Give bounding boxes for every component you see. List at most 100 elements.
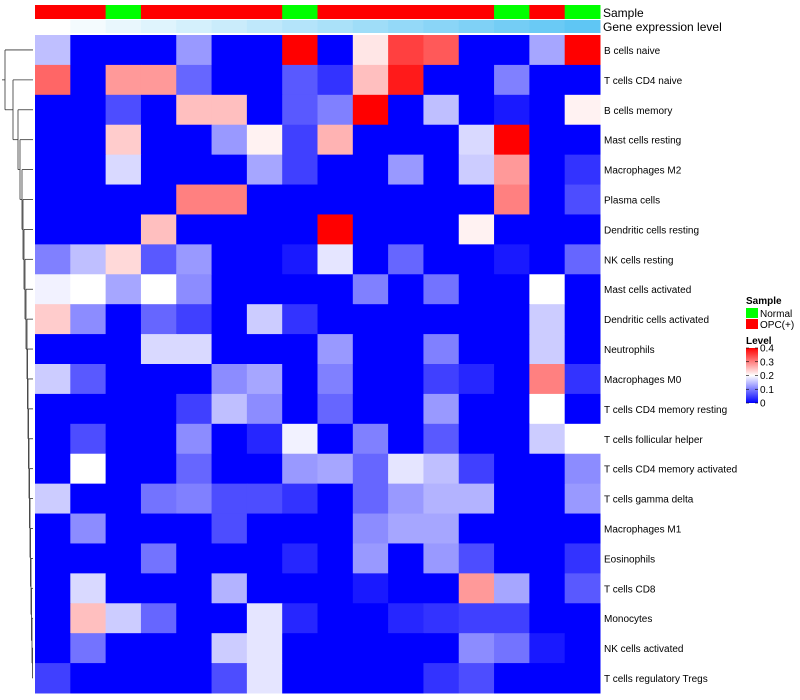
heatmap-cell — [105, 663, 142, 694]
heatmap-cell — [529, 304, 566, 335]
heatmap-cell — [494, 603, 530, 634]
heatmap-cell — [70, 364, 107, 395]
row-label: Macrophages M0 — [604, 375, 682, 386]
gene-level-cell — [423, 20, 460, 33]
heatmap-cell — [105, 154, 142, 186]
heatmap-cell — [388, 35, 424, 66]
heatmap-cell — [246, 124, 283, 156]
level-ticks: 0.4 0.3 0.2 0.1 0 — [746, 344, 774, 410]
heatmap-cell — [282, 64, 318, 96]
heatmap-cell — [282, 633, 318, 664]
heatmap-cell — [529, 543, 566, 574]
heatmap-cell — [388, 274, 424, 305]
heatmap-cell — [176, 94, 213, 126]
heatmap-cell — [211, 184, 248, 215]
row-label: T cells gamma delta — [604, 495, 694, 506]
heatmap-cell — [352, 214, 389, 245]
heatmap-cell — [529, 483, 566, 515]
heatmap-cell — [423, 124, 460, 156]
heatmap-cell — [317, 94, 354, 126]
heatmap-cell — [282, 364, 318, 395]
heatmap-cell — [564, 244, 601, 275]
sample-track-label: Sample — [603, 6, 644, 20]
heatmap-cell — [211, 513, 248, 544]
heatmap-cell — [105, 64, 142, 96]
heatmap-cell — [70, 393, 107, 425]
heatmap-cell — [105, 124, 142, 156]
heatmap-cell — [564, 124, 601, 156]
heatmap-cell — [176, 573, 213, 604]
heatmap-cell — [388, 663, 424, 694]
row-label: Neutrophils — [604, 345, 655, 356]
heatmap-cell — [70, 573, 107, 604]
heatmap-cell — [105, 274, 142, 305]
heatmap-cell — [564, 393, 601, 425]
heatmap-cell — [352, 304, 389, 335]
heatmap-cell — [70, 603, 107, 634]
heatmap-cell — [352, 483, 389, 515]
heatmap-cell — [35, 304, 71, 335]
level-tick-label: 0 — [760, 399, 766, 410]
heatmap-cell — [246, 483, 283, 515]
sample-annotation-track — [35, 5, 601, 19]
legend-swatch-normal — [746, 308, 758, 318]
heatmap-cell — [176, 214, 213, 245]
heatmap-cell — [388, 124, 424, 156]
heatmap-cell — [211, 274, 248, 305]
row-label: T cells follicular helper — [604, 435, 703, 446]
heatmap-cell — [529, 334, 566, 365]
legend-label-normal: Normal — [760, 309, 792, 320]
heatmap-cell — [564, 633, 601, 664]
heatmap-cell — [352, 663, 389, 694]
heatmap-cell — [423, 543, 460, 574]
heatmap-cell — [494, 543, 530, 574]
heatmap-cell — [246, 94, 283, 126]
row-label: B cells memory — [604, 106, 672, 117]
heatmap-cell — [564, 364, 601, 395]
heatmap-cell — [423, 64, 460, 96]
heatmap-cell — [246, 214, 283, 245]
level-legend-title: Level — [746, 336, 772, 347]
heatmap-cell — [494, 393, 530, 425]
heatmap-cell — [317, 244, 354, 275]
heatmap-cell — [494, 94, 530, 126]
heatmap-cell — [458, 423, 495, 455]
heatmap-cell — [529, 244, 566, 275]
heatmap-cell — [246, 453, 283, 485]
gene-level-cell — [494, 20, 530, 33]
heatmap-cell — [176, 423, 213, 455]
heatmap-cell — [388, 214, 424, 245]
heatmap-cell — [70, 453, 107, 485]
heatmap-cell — [70, 423, 107, 455]
heatmap-cell — [282, 124, 318, 156]
heatmap-cell — [70, 184, 107, 215]
row-label: T cells CD4 naive — [604, 76, 683, 87]
heatmap-cell — [458, 154, 495, 186]
row-label: Plasma cells — [604, 196, 660, 207]
heatmap-cell — [140, 364, 177, 395]
heatmap-cell — [388, 334, 424, 365]
heatmap-cell — [211, 573, 248, 604]
heatmap-cell — [388, 483, 424, 515]
gene-level-cell — [317, 20, 354, 33]
row-dendrogram — [2, 49, 33, 679]
heatmap-cell — [246, 393, 283, 425]
heatmap-cell — [317, 393, 354, 425]
heatmap-cell — [70, 663, 107, 694]
row-labels: B cells naive T cells CD4 naive B cells me… — [604, 46, 737, 685]
heatmap-cell — [458, 483, 495, 515]
heatmap-cell — [176, 304, 213, 335]
heatmap-cell — [176, 513, 213, 544]
row-label: Mast cells resting — [604, 136, 681, 147]
heatmap-cell — [352, 244, 389, 275]
heatmap-cell — [494, 513, 530, 544]
heatmap-cell — [176, 633, 213, 664]
heatmap-cell — [35, 543, 71, 574]
heatmap-cell — [176, 393, 213, 425]
heatmap-cell — [458, 633, 495, 664]
heatmap-cell — [388, 184, 424, 215]
heatmap-cell — [564, 663, 601, 694]
heatmap-cell — [564, 334, 601, 365]
heatmap-cell — [246, 35, 283, 66]
